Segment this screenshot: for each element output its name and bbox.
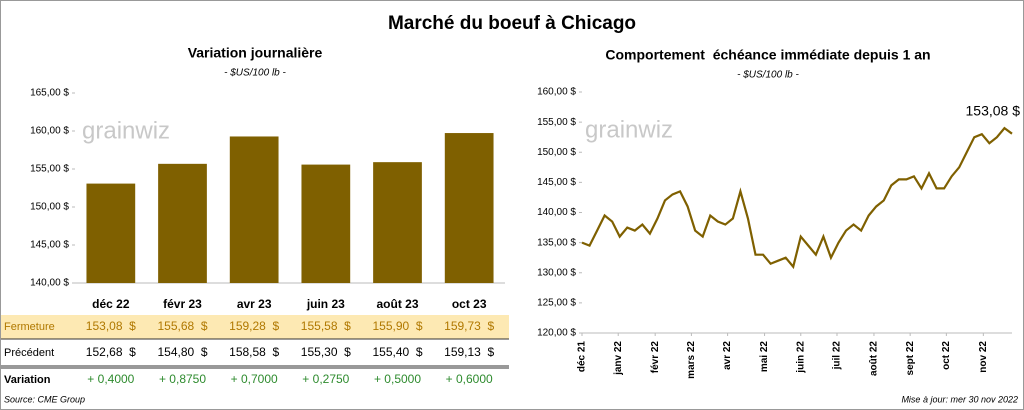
y-tick-label: 135,00 $ [537, 237, 576, 248]
row-label: Variation [4, 374, 51, 386]
x-tick-label: juin 23 [306, 297, 345, 311]
x-tick-label: mai 22 [759, 341, 770, 373]
y-tick-label: 155,00 $ [30, 164, 69, 175]
chart-subtitle: - $US/100 lb - [737, 70, 799, 81]
y-tick-label: 140,00 $ [537, 207, 576, 218]
cell: + 0,6000 [446, 372, 493, 386]
row-label: Fermeture [4, 321, 55, 333]
cell: 159,28 $ [229, 319, 279, 333]
cell: + 0,7000 [231, 372, 278, 386]
x-tick-label: juin 22 [795, 341, 806, 374]
x-tick-label: sept 22 [905, 341, 916, 376]
x-tick-label: avr 23 [237, 297, 272, 311]
y-tick-label: 165,00 $ [30, 88, 69, 99]
bar [229, 136, 279, 283]
page-title: Marché du boeuf à Chicago [388, 13, 636, 34]
x-tick-label: févr 22 [650, 341, 661, 374]
cell: 155,58 $ [301, 319, 351, 333]
bar [301, 164, 351, 283]
cell: 159,13 $ [444, 345, 494, 359]
cell: 155,40 $ [372, 345, 422, 359]
bar [158, 163, 207, 283]
chart-title: Comportement échéance immédiate depuis 1… [605, 47, 930, 63]
cell: 155,30 $ [301, 345, 351, 359]
x-tick-label: juil 22 [832, 341, 843, 371]
x-tick-label: mars 22 [686, 341, 697, 379]
cell: 153,08 $ [86, 319, 136, 333]
x-tick-label: oct 22 [941, 341, 952, 370]
y-tick-label: 160,00 $ [537, 87, 576, 98]
y-tick-label: 130,00 $ [537, 267, 576, 278]
x-tick-label: déc 22 [92, 297, 130, 311]
cell: + 0,8750 [159, 372, 206, 386]
y-tick-label: 120,00 $ [537, 328, 576, 339]
x-tick-label: août 22 [869, 341, 880, 376]
highlight-row [1, 315, 509, 339]
cell: + 0,2750 [302, 372, 349, 386]
y-tick-label: 155,00 $ [537, 117, 576, 128]
x-tick-label: avr 22 [722, 341, 733, 370]
watermark: grainwiz [82, 117, 170, 144]
source: Source: CME Group [4, 394, 85, 404]
cell: + 0,5000 [374, 372, 421, 386]
price-line [581, 126, 1013, 270]
x-tick-label: févr 23 [163, 297, 202, 311]
x-tick-label: déc 21 [577, 341, 588, 373]
watermark: grainwiz [585, 116, 673, 143]
bar [373, 162, 422, 283]
y-tick-label: 150,00 $ [537, 147, 576, 158]
x-tick-label: oct 23 [452, 297, 487, 311]
row-label: Précédent [4, 347, 54, 359]
bar [444, 133, 494, 283]
x-tick-label: janv 22 [613, 341, 624, 376]
x-tick-label: août 23 [376, 297, 418, 311]
cell: 159,73 $ [444, 319, 494, 333]
y-tick-label: 145,00 $ [30, 240, 69, 251]
y-tick-label: 145,00 $ [537, 177, 576, 188]
bar [86, 183, 136, 283]
cell: 158,58 $ [229, 345, 279, 359]
x-tick-label: nov 22 [978, 341, 989, 373]
chart-subtitle: - $US/100 lb - [224, 68, 286, 79]
cell: 152,68 $ [86, 345, 136, 359]
updated: Mise à jour: mer 30 nov 2022 [901, 394, 1018, 404]
cell: 155,68 $ [157, 319, 207, 333]
cell: 155,90 $ [372, 319, 422, 333]
y-tick-label: 160,00 $ [30, 126, 69, 137]
chart-title: Variation journalière [188, 45, 323, 61]
y-tick-label: 150,00 $ [30, 202, 69, 213]
y-tick-label: 140,00 $ [30, 278, 69, 289]
cell: + 0,4000 [87, 372, 134, 386]
y-tick-label: 125,00 $ [537, 298, 576, 309]
cell: 154,80 $ [157, 345, 207, 359]
annotation: 153,08 $ [966, 103, 1021, 119]
